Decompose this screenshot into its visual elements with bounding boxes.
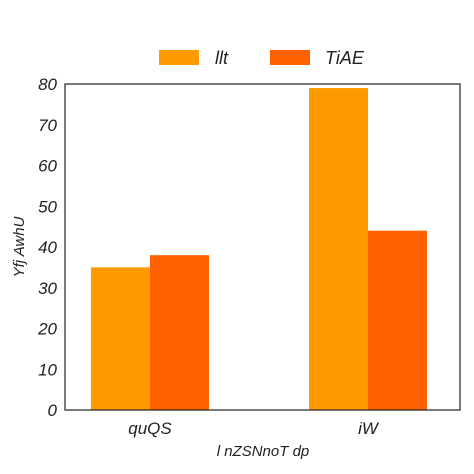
legend-swatch-tiae — [270, 50, 310, 65]
x-axis-ticks: quQS iW — [128, 419, 380, 438]
y-tick-label: 20 — [37, 320, 57, 339]
y-tick-label: 70 — [38, 116, 57, 135]
legend: llt TiAE — [159, 48, 365, 68]
bar-tiae-iw — [368, 230, 427, 410]
y-tick-label: 80 — [38, 75, 57, 94]
y-tick-label: 60 — [38, 157, 57, 176]
bar-llt-quqs — [91, 267, 150, 410]
y-tick-label: 50 — [38, 197, 57, 216]
y-tick-label: 30 — [38, 279, 57, 298]
y-axis-ticks: 0 10 20 30 40 50 60 70 80 — [37, 75, 57, 420]
y-axis-title: Yfj AwhU — [11, 216, 28, 277]
x-tick-label: iW — [358, 419, 380, 438]
y-tick-label: 40 — [38, 238, 57, 257]
bars — [91, 88, 427, 410]
legend-label-tiae: TiAE — [325, 48, 365, 68]
bar-tiae-quqs — [150, 255, 209, 410]
x-tick-label: quQS — [128, 419, 172, 438]
plot-area-frame — [64, 83, 461, 411]
x-axis-title: l nZSNnoT dp — [217, 443, 310, 460]
legend-label-llt: llt — [215, 48, 229, 68]
legend-swatch-llt — [159, 50, 199, 65]
y-tick-label: 0 — [48, 401, 58, 420]
y-tick-label: 10 — [38, 360, 57, 379]
bar-llt-iw — [309, 88, 368, 410]
